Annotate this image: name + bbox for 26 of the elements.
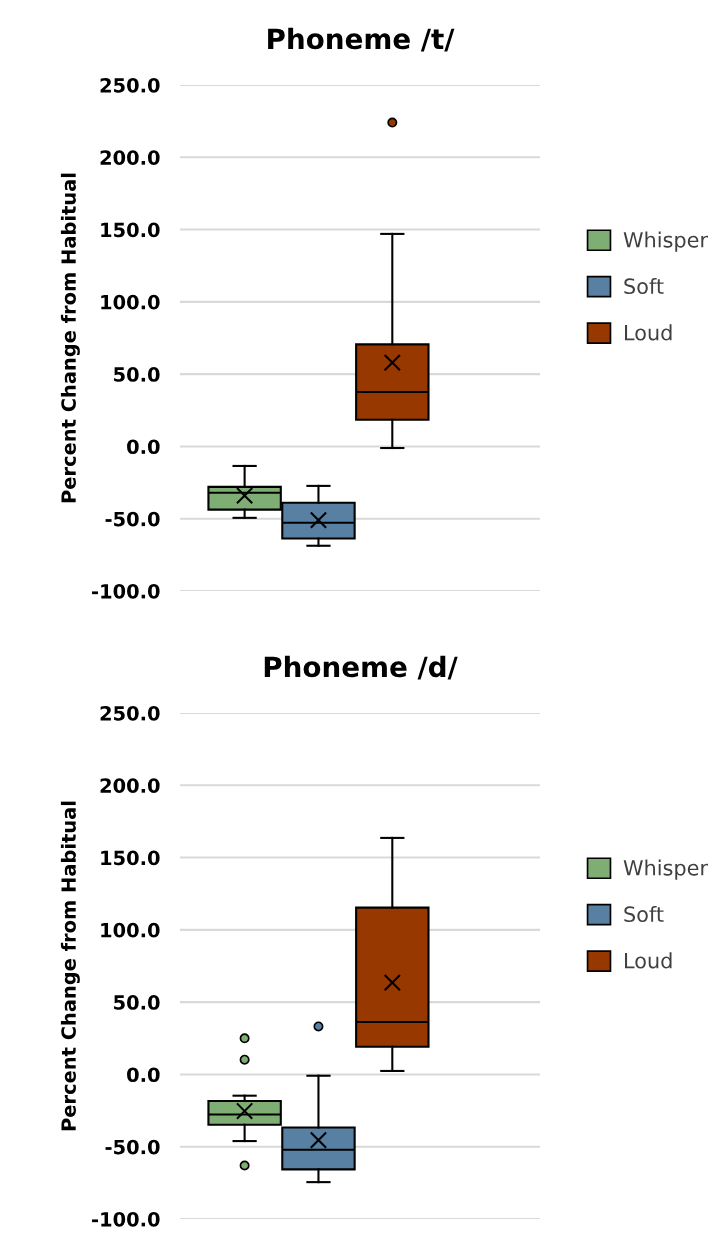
y-axis-title: Percent Change from Habitual — [60, 173, 80, 503]
y-tick-label: 0.0 — [127, 1067, 160, 1083]
y-tick-label: 50.0 — [114, 995, 160, 1010]
y-tick-label: -100.0 — [92, 1211, 160, 1227]
legend-label: Loud — [625, 324, 672, 341]
y-axis-title: Percent Change from Habitual — [60, 801, 80, 1131]
y-tick-label: 200.0 — [100, 778, 160, 793]
y-tick-label: -50.0 — [105, 1139, 160, 1155]
y-tick-label: 150.0 — [101, 222, 160, 238]
chart-title: Phoneme /d/ — [264, 655, 458, 680]
y-tick-label: 150.0 — [101, 850, 160, 866]
legend-label: Whisper — [623, 859, 709, 880]
legend-label: Loud — [625, 952, 672, 969]
legend-label: Whisper — [623, 231, 709, 252]
y-tick-label: 200.0 — [100, 150, 160, 165]
y-tick-label: 50.0 — [114, 367, 160, 382]
chart-title: Phoneme /t/ — [268, 27, 455, 52]
y-tick-label: 250.0 — [100, 77, 160, 93]
legend-label: Soft — [624, 905, 664, 923]
y-tick-label: 0.0 — [127, 439, 160, 455]
y-tick-label: -50.0 — [105, 511, 160, 527]
y-tick-label: 100.0 — [101, 294, 160, 310]
y-tick-label: 250.0 — [100, 705, 160, 721]
legend-label: Soft — [624, 277, 664, 295]
y-tick-label: -100.0 — [92, 583, 160, 599]
y-tick-label: 100.0 — [101, 922, 160, 938]
